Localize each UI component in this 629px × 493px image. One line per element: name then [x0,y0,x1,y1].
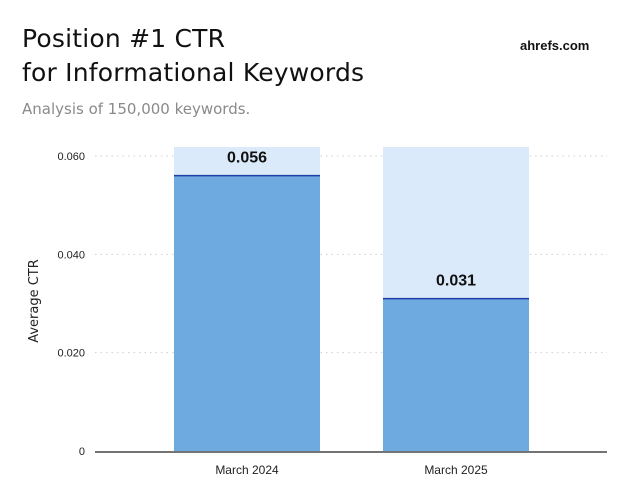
brand-logo-text: ahrefs.com [520,38,590,53]
y-axis-label: Average CTR [27,259,42,343]
data-label-0: 0.056 [227,150,267,167]
grid-lines [95,155,607,354]
bars [174,147,529,451]
y-tick-label-0: 0 [79,446,85,458]
y-tick-label-3: 0.060 [57,151,85,163]
chart-subtitle: Analysis of 150,000 keywords. [22,100,251,118]
chart-title-line-2: for Informational Keywords [22,58,365,87]
y-tick-label-1: 0.020 [57,348,85,360]
labels: 0 0.020 0.040 0.060 0.056 March 2024 0.031 Marc… [27,150,488,477]
chart-title-line-1: Position #1 CTR [22,24,226,53]
x-tick-label-0: March 2024 [215,463,279,477]
chart-title: Position #1 CTR for Informational Keywor… [22,22,462,90]
y-tick-label-2: 0.040 [57,249,85,261]
bar-1 [383,298,529,451]
bar-0 [174,175,320,451]
x-tick-label-1: March 2025 [424,463,488,477]
data-label-1: 0.031 [436,273,476,290]
